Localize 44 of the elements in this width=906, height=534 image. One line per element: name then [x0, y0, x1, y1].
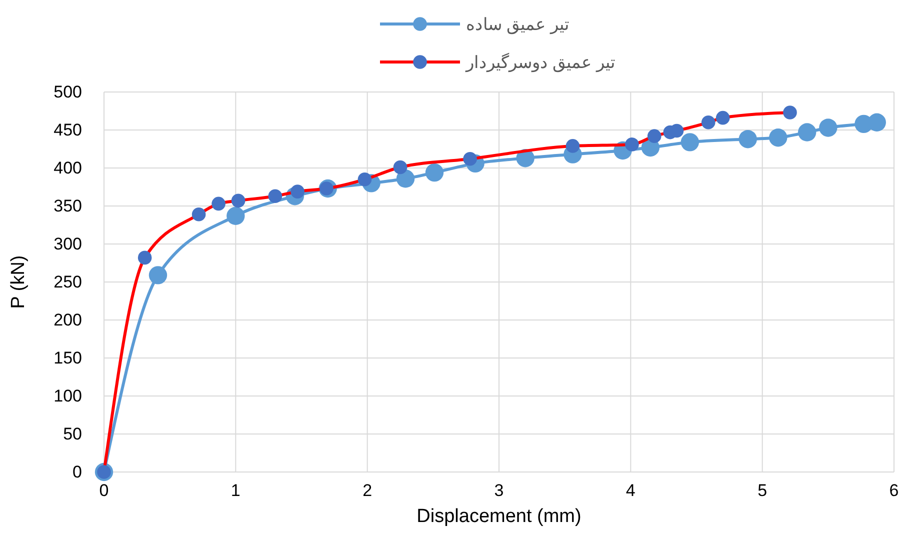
point	[192, 207, 206, 222]
point	[798, 123, 816, 142]
point	[738, 130, 757, 148]
y-tick-label: 250	[54, 272, 82, 292]
point	[819, 118, 838, 137]
x-axis-title: Displacement (mm)	[416, 506, 582, 527]
x-tick-label: 5	[758, 481, 768, 500]
x-tick-label: 4	[626, 481, 636, 500]
point	[393, 160, 408, 174]
point	[138, 250, 152, 265]
y-tick-label: 0	[72, 462, 82, 482]
point	[868, 113, 886, 132]
y-axis-title: P (kN)	[8, 255, 29, 309]
point	[268, 189, 282, 204]
y-tick-label: 500	[54, 82, 82, 102]
x-tick-label: 2	[362, 481, 372, 500]
y-tick-label: 400	[54, 158, 82, 178]
point	[625, 138, 639, 152]
x-tick-label: 3	[494, 481, 504, 500]
legend-label: تیر عمیق دوسرگیردار	[465, 52, 616, 73]
point	[647, 129, 662, 143]
point	[783, 106, 797, 120]
y-tick-label: 300	[54, 234, 82, 254]
point	[769, 128, 788, 147]
x-tick-label: 1	[230, 481, 240, 500]
point	[212, 196, 226, 211]
y-tick-label: 350	[54, 196, 82, 216]
point	[716, 110, 730, 125]
y-tick-label: 100	[54, 386, 82, 406]
x-tick-label: 0	[99, 481, 109, 500]
point	[701, 116, 716, 130]
legend-label: تیر عمیق ساده	[466, 15, 570, 35]
point	[231, 194, 246, 208]
y-tick-label: 50	[63, 424, 82, 444]
y-tick-label: 200	[54, 310, 82, 330]
point	[396, 170, 415, 188]
y-tick-label: 150	[54, 348, 82, 368]
point	[425, 163, 444, 182]
point	[680, 133, 700, 152]
y-tick-label: 450	[54, 120, 82, 140]
point	[566, 139, 580, 153]
x-tick-label: 6	[889, 481, 899, 500]
point	[226, 206, 245, 225]
point	[148, 266, 168, 284]
